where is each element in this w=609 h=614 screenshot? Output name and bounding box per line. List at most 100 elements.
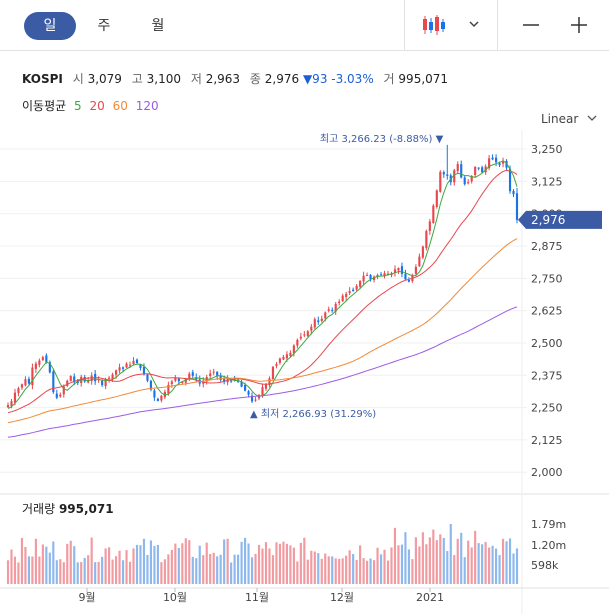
candle-body	[174, 377, 177, 381]
volume-bar	[59, 559, 62, 584]
volume-bar	[386, 560, 390, 584]
zoom-out-button[interactable]	[520, 14, 542, 36]
candle-body	[366, 274, 369, 276]
volume-bar	[38, 556, 41, 584]
candle-body	[379, 274, 383, 276]
candle-body	[345, 293, 348, 297]
tab-month[interactable]: 월	[151, 18, 165, 34]
volume-bar	[104, 548, 107, 584]
candlestick-icon	[423, 15, 479, 35]
volume-bar	[331, 556, 334, 584]
current-price-tag	[518, 210, 602, 229]
price-chart[interactable]: 3,2503,1253,0002,8752,7502,6252,5002,375…	[0, 130, 609, 614]
volume-bar	[177, 547, 180, 584]
volume-bar	[306, 559, 309, 584]
volume-bar	[170, 549, 173, 584]
candle-body	[66, 380, 69, 386]
volume-bar	[512, 553, 515, 584]
candle-body	[299, 336, 302, 339]
volume-bar	[355, 559, 358, 584]
candle-body	[306, 331, 309, 336]
volume-bar	[223, 539, 226, 584]
volume-bar	[327, 556, 330, 584]
candle-body	[425, 231, 428, 249]
high-label: 고	[131, 72, 143, 86]
candle-body	[83, 377, 86, 382]
volume-bar	[390, 547, 393, 584]
volume-legend: 거래량 995,071	[22, 500, 114, 517]
candle-body	[191, 372, 194, 376]
low-label: 저	[190, 72, 202, 86]
minus-icon	[523, 24, 539, 26]
scale-dropdown[interactable]: Linear	[541, 112, 598, 126]
volume-bar	[101, 556, 104, 584]
volume-bar	[442, 537, 445, 584]
candle-body	[170, 381, 173, 384]
candle-body	[292, 345, 295, 354]
volume-tick-label: 598k	[531, 559, 559, 572]
candle-body	[233, 378, 236, 381]
volume-bar	[411, 559, 414, 584]
zoom-in-button[interactable]	[568, 14, 590, 36]
candle-body	[474, 166, 477, 176]
candle-body	[135, 359, 139, 364]
change-value: ▼93 -3.03%	[302, 72, 374, 86]
tab-week[interactable]: 주	[97, 18, 111, 34]
volume-bar	[362, 558, 365, 584]
volume-bar	[449, 524, 452, 584]
candle-body	[327, 309, 330, 311]
volume-bar	[369, 558, 372, 584]
candle-body	[13, 392, 17, 403]
candle-body	[310, 326, 313, 331]
candle-body	[512, 190, 515, 195]
volume-bar	[243, 537, 247, 584]
price-tick-label: 2,125	[531, 434, 563, 447]
moving-average-legend[interactable]: 이동평균 5 20 60 120	[22, 97, 163, 114]
chart-type-dropdown[interactable]	[418, 13, 488, 37]
candle-body	[219, 375, 222, 380]
volume-bar	[271, 555, 275, 584]
candle-body	[369, 275, 372, 280]
volume-bar	[463, 557, 466, 584]
low-value: 2,963	[205, 72, 241, 86]
candle-body	[393, 269, 397, 273]
volume-bar	[338, 558, 341, 584]
candle-body	[296, 339, 299, 346]
candle-body	[421, 246, 424, 258]
volume-bar	[359, 545, 362, 584]
volume-bar	[205, 542, 208, 584]
candle-body	[515, 193, 519, 220]
candle-body	[87, 380, 90, 383]
candle-body	[477, 167, 480, 169]
volume-bar	[299, 542, 302, 584]
candle-body	[146, 374, 149, 381]
volume-bar	[320, 558, 323, 584]
volume-bar	[345, 555, 348, 584]
candle-body	[261, 387, 264, 396]
high-value: 3,100	[146, 72, 181, 86]
candle-body	[250, 395, 254, 402]
volume-bar	[209, 554, 212, 584]
top-toolbar: 일 주 월	[0, 0, 609, 51]
volume-bar	[52, 541, 55, 584]
candle-body	[372, 276, 376, 281]
candle-body	[139, 364, 142, 369]
volume-bar	[6, 560, 10, 584]
volume-bars	[6, 524, 519, 584]
candle-body	[491, 157, 494, 160]
tab-day[interactable]: 일	[24, 12, 76, 40]
candle-body	[73, 376, 76, 383]
volume-bar	[20, 538, 24, 584]
candle-body	[52, 371, 55, 393]
volume-bar	[69, 540, 72, 584]
candle-body	[41, 357, 44, 360]
volume-bar	[125, 550, 128, 584]
volume-bar	[418, 546, 421, 584]
volume-bar	[139, 545, 142, 584]
x-tick-label: 10월	[163, 591, 187, 604]
volume-bar	[219, 554, 222, 584]
volume-bar	[188, 540, 191, 584]
volume-bar	[404, 532, 407, 584]
volume-bar	[334, 558, 337, 584]
candle-body	[223, 379, 226, 383]
